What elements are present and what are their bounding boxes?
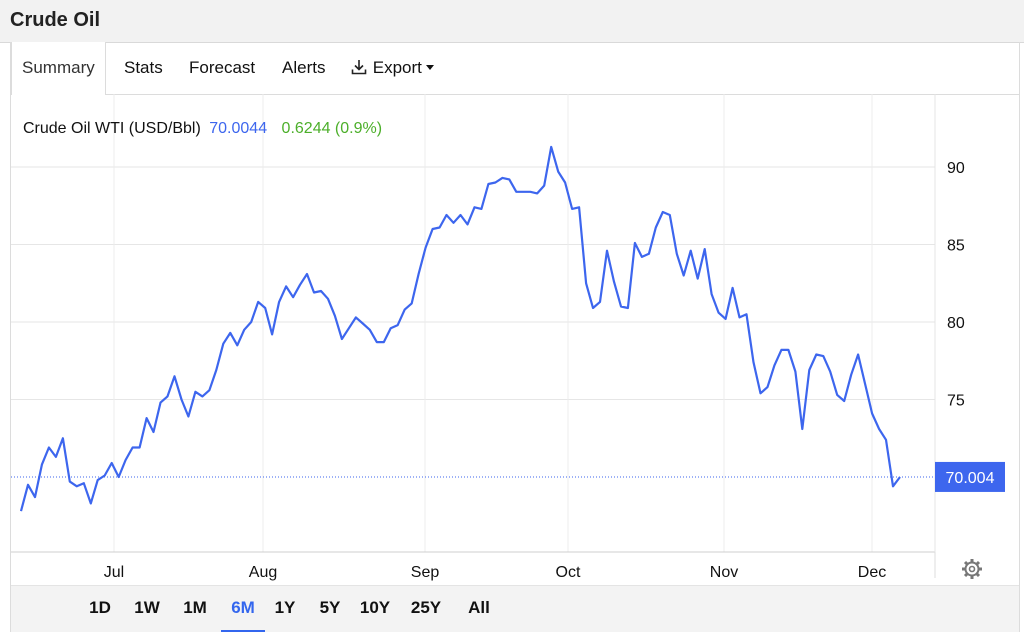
gear-icon[interactable] xyxy=(962,559,982,579)
range-25y[interactable]: 25Y xyxy=(410,598,442,617)
x-axis-ticks: Jul Aug Sep Oct Nov Dec xyxy=(104,564,886,581)
range-selector: 1D 1W 1M 6M 1Y 5Y 10Y 25Y All xyxy=(11,585,1019,632)
x-tick-label: Aug xyxy=(249,564,277,581)
legend-series-name: Crude Oil WTI (USD/Bbl) xyxy=(23,120,201,137)
chevron-down-icon xyxy=(425,64,434,70)
tab-stats[interactable]: Stats xyxy=(124,58,163,77)
range-all[interactable]: All xyxy=(468,598,490,617)
legend-text: Crude Oil WTI (USD/Bbl) 70.0044 0.6244 (… xyxy=(23,120,382,137)
x-tick-label: Sep xyxy=(411,564,440,581)
legend-change: 0.6244 (0.9%) xyxy=(282,120,383,137)
x-tick-label: Oct xyxy=(556,564,581,581)
y-axis-ticks: 90 85 80 75 xyxy=(947,160,965,410)
range-6m[interactable]: 6M xyxy=(221,586,265,632)
tab-forecast[interactable]: Forecast xyxy=(189,58,256,77)
y-tick-label: 80 xyxy=(947,315,965,332)
y-tick-label: 90 xyxy=(947,160,965,177)
tab-bar: Summary Stats Forecast Alerts Export xyxy=(11,42,1019,95)
range-1m[interactable]: 1M xyxy=(183,598,207,617)
tab-summary[interactable]: Summary xyxy=(11,42,106,95)
y-tick-label: 85 xyxy=(947,238,965,255)
title-bar: Crude Oil xyxy=(0,0,1024,43)
range-5y[interactable]: 5Y xyxy=(319,598,341,617)
export-label: Export xyxy=(372,58,422,77)
page-title: Crude Oil xyxy=(10,9,101,31)
chart-panel: Summary Stats Forecast Alerts Export 90 8… xyxy=(10,42,1020,632)
series-line xyxy=(19,145,901,512)
range-1d[interactable]: 1D xyxy=(89,598,111,617)
legend-price: 70.0044 xyxy=(209,120,267,137)
grid-lines xyxy=(11,94,935,552)
range-1y[interactable]: 1Y xyxy=(274,598,296,617)
current-value-label: 70.004 xyxy=(946,470,995,487)
y-tick-label: 75 xyxy=(947,393,965,410)
tab-export[interactable]: Export xyxy=(350,42,434,94)
download-icon xyxy=(351,59,367,74)
range-1w[interactable]: 1W xyxy=(134,598,160,617)
price-chart[interactable]: 90 85 80 75 Jul Aug Sep Oct Nov Dec 70.004 Crude… xyxy=(11,42,1019,585)
x-tick-label: Jul xyxy=(104,564,124,581)
current-value-badge xyxy=(935,461,1005,492)
x-tick-label: Nov xyxy=(710,564,738,581)
tab-alerts[interactable]: Alerts xyxy=(282,58,326,77)
x-tick-label: Dec xyxy=(858,564,886,581)
range-10y[interactable]: 10Y xyxy=(359,598,391,617)
